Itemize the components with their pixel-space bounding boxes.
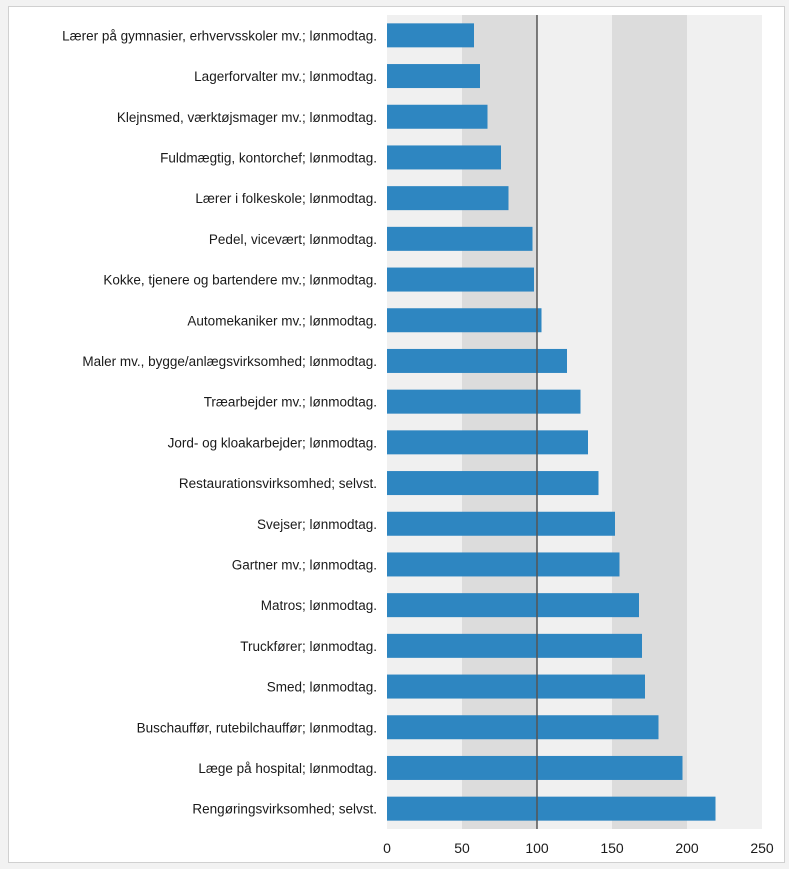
category-label: Gartner mv.; lønmodtag. [232, 557, 377, 572]
horizontal-bar-chart: Lærer på gymnasier, erhvervsskoler mv.; … [62, 15, 774, 856]
bar [387, 308, 542, 333]
x-tick-label: 100 [525, 840, 549, 856]
category-label: Svejser; lønmodtag. [257, 517, 377, 532]
x-tick-label: 50 [454, 840, 470, 856]
bar [387, 104, 488, 129]
bar [387, 552, 620, 577]
category-label: Klejnsmed, værktøjsmager mv.; lønmodtag. [117, 110, 377, 125]
bar [387, 23, 474, 48]
bar [387, 715, 659, 740]
category-label: Restaurationsvirksomhed; selvst. [179, 476, 377, 491]
bar [387, 674, 645, 699]
category-label: Lærer i folkeskole; lønmodtag. [195, 191, 377, 206]
category-label: Maler mv., bygge/anlægsvirksomhed; lønmo… [82, 354, 377, 369]
bar [387, 64, 480, 89]
category-label: Pedel, vicevært; lønmodtag. [209, 232, 377, 247]
bar [387, 755, 683, 780]
category-label: Buschauffør, rutebilchauffør; lønmodtag. [137, 720, 377, 735]
bar [387, 348, 567, 373]
grid-band [612, 15, 687, 829]
bar [387, 389, 581, 414]
bar [387, 796, 716, 821]
category-label: Træarbejder mv.; lønmodtag. [204, 395, 377, 410]
grid-band [537, 15, 612, 829]
bar [387, 471, 599, 496]
bar [387, 267, 534, 292]
bar [387, 511, 615, 536]
bar [387, 593, 639, 618]
grid-band [687, 15, 762, 829]
category-label: Smed; lønmodtag. [267, 680, 377, 695]
category-label: Matros; lønmodtag. [261, 598, 377, 613]
x-tick-label: 200 [675, 840, 699, 856]
category-label: Lagerforvalter mv.; lønmodtag. [194, 69, 377, 84]
bar [387, 633, 642, 658]
category-label: Fuldmægtig, kontorchef; lønmodtag. [160, 150, 377, 165]
bar [387, 145, 501, 170]
category-label: Jord- og kloakarbejder; lønmodtag. [168, 435, 377, 450]
chart-container: Lærer på gymnasier, erhvervsskoler mv.; … [8, 6, 785, 863]
grid-band [387, 15, 462, 829]
category-label: Læge på hospital; lønmodtag. [198, 761, 377, 776]
bar [387, 186, 509, 211]
bar [387, 226, 533, 251]
category-label: Rengøringsvirksomhed; selvst. [192, 802, 377, 817]
grid-band [462, 15, 537, 829]
category-label: Truckfører; lønmodtag. [240, 639, 377, 654]
x-tick-label: 0 [383, 840, 391, 856]
category-label: Lærer på gymnasier, erhvervsskoler mv.; … [62, 28, 377, 43]
x-tick-label: 250 [750, 840, 774, 856]
category-label: Automekaniker mv.; lønmodtag. [187, 313, 377, 328]
bar [387, 430, 588, 455]
category-label: Kokke, tjenere og bartendere mv.; lønmod… [103, 273, 377, 288]
x-tick-label: 150 [600, 840, 624, 856]
